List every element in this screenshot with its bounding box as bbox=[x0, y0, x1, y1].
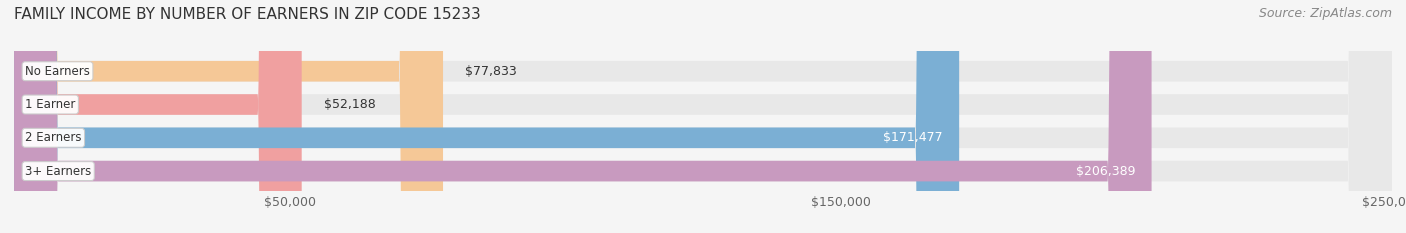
FancyBboxPatch shape bbox=[14, 0, 959, 233]
Text: $77,833: $77,833 bbox=[465, 65, 517, 78]
Text: 1 Earner: 1 Earner bbox=[25, 98, 76, 111]
Text: $52,188: $52,188 bbox=[323, 98, 375, 111]
FancyBboxPatch shape bbox=[14, 0, 1392, 233]
FancyBboxPatch shape bbox=[14, 0, 1392, 233]
FancyBboxPatch shape bbox=[14, 0, 1392, 233]
Text: $171,477: $171,477 bbox=[883, 131, 942, 144]
FancyBboxPatch shape bbox=[14, 0, 1392, 233]
Text: 3+ Earners: 3+ Earners bbox=[25, 164, 91, 178]
FancyBboxPatch shape bbox=[14, 0, 443, 233]
Text: 2 Earners: 2 Earners bbox=[25, 131, 82, 144]
Text: Source: ZipAtlas.com: Source: ZipAtlas.com bbox=[1258, 7, 1392, 20]
Text: $206,389: $206,389 bbox=[1076, 164, 1135, 178]
FancyBboxPatch shape bbox=[14, 0, 1152, 233]
Text: No Earners: No Earners bbox=[25, 65, 90, 78]
Text: FAMILY INCOME BY NUMBER OF EARNERS IN ZIP CODE 15233: FAMILY INCOME BY NUMBER OF EARNERS IN ZI… bbox=[14, 7, 481, 22]
FancyBboxPatch shape bbox=[14, 0, 302, 233]
